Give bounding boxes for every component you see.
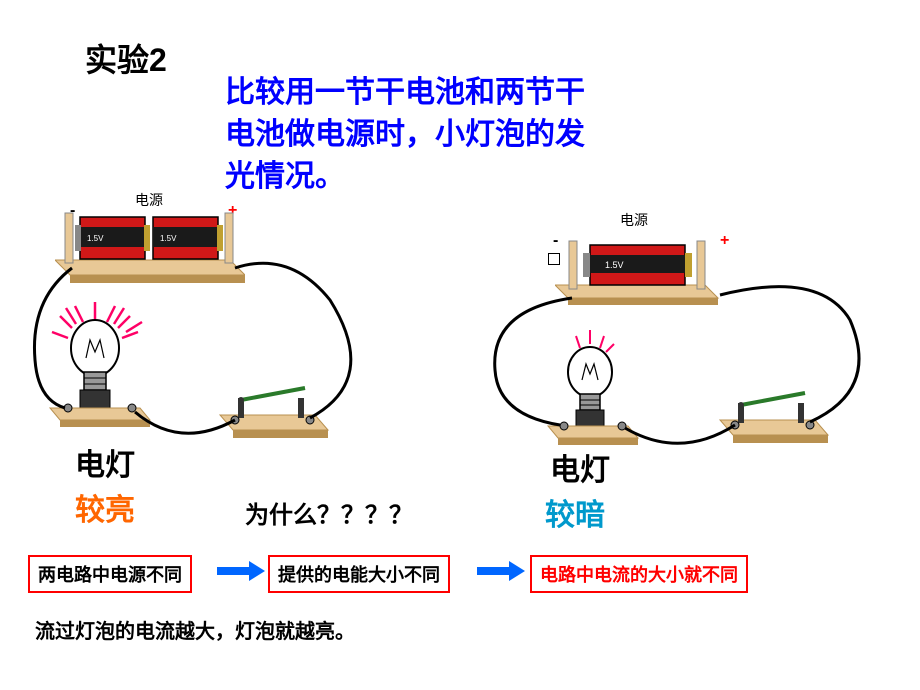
dim-label: 较暗 bbox=[545, 490, 605, 534]
flow-arrow-2 bbox=[475, 558, 525, 584]
flow-box-3: 电路中电流的大小就不同 bbox=[530, 555, 748, 593]
flow-box-1: 两电路中电源不同 bbox=[28, 555, 192, 593]
lamp-label-right: 电灯 bbox=[550, 445, 610, 489]
flow-box-2: 提供的电能大小不同 bbox=[268, 555, 450, 593]
conclusion-text: 流过灯泡的电流越大，灯泡就越亮。 bbox=[35, 615, 355, 644]
why-question: 为什么？？？？ bbox=[245, 495, 413, 530]
wire-right bbox=[0, 0, 920, 520]
flow-arrow-1 bbox=[215, 558, 265, 584]
